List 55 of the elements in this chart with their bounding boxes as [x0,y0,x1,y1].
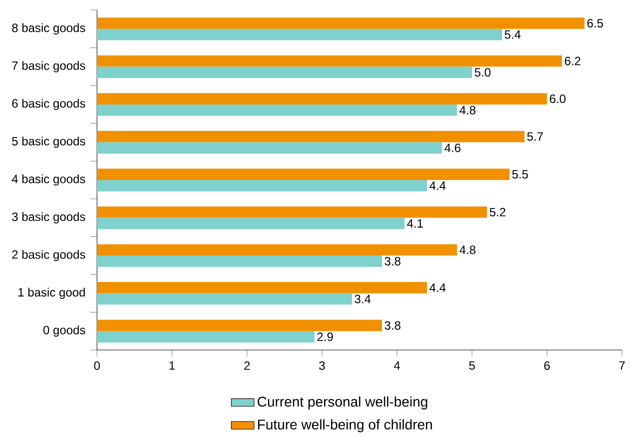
bar [97,29,502,40]
bar [97,331,315,343]
x-tick-label: 4 [394,362,400,370]
x-tick-label: 2 [244,362,250,370]
bar [97,256,382,268]
y-tick-label: 1 basic good [18,288,85,300]
bar [97,168,510,180]
x-tick-label: 6 [544,362,550,370]
data-label: 3.8 [384,321,400,330]
x-tick-label: 5 [469,362,475,370]
y-tick-label: 5 basic goods [12,136,86,148]
data-label: 3.8 [384,257,400,266]
x-tick-label: 3 [319,362,325,370]
y-tick-label: 7 basic goods [12,61,86,72]
bar [97,56,562,67]
y-tick-label: 4 basic goods [12,174,86,186]
bar [97,206,488,218]
data-label: 5.5 [512,170,528,179]
bar [97,142,442,154]
bar [97,218,405,230]
bar [97,180,428,192]
x-tick-label: 1 [170,362,175,370]
x-tick-label: 7 [619,362,625,370]
bar [97,104,458,116]
bar [97,282,428,294]
data-label: 4.4 [430,284,446,292]
bar [97,66,472,78]
data-label: 5.0 [474,68,490,77]
bar [97,244,458,256]
data-label: 4.8 [460,246,476,254]
bar [97,320,382,332]
legend-label: Future well-being of children [258,419,432,432]
y-tick-label: 0 goods [43,326,86,337]
y-tick-label: 3 basic goods [12,212,86,224]
data-label: 4.1 [407,219,423,228]
bar [97,131,525,142]
bar [97,18,585,30]
data-label: 5.7 [527,132,543,141]
y-tick-label: 8 basic goods [12,23,86,35]
y-tick-label: 2 basic goods [12,250,86,262]
bar [97,93,548,105]
data-label: 5.4 [504,30,521,39]
data-label: 6.0 [550,94,566,104]
data-label: 5.2 [490,208,506,217]
data-label: 4.4 [430,182,446,190]
legend-label: Current personal well-being [258,396,428,410]
bar [97,293,352,305]
y-tick-label: 6 basic goods [12,99,86,110]
data-label: 4.6 [444,144,460,152]
data-label: 4.8 [460,106,476,115]
data-label: 6.2 [564,56,580,66]
x-tick-label: 0 [94,362,100,370]
data-label: 3.4 [354,294,371,304]
data-label: 2.9 [317,332,333,342]
data-label: 6.5 [587,19,603,28]
